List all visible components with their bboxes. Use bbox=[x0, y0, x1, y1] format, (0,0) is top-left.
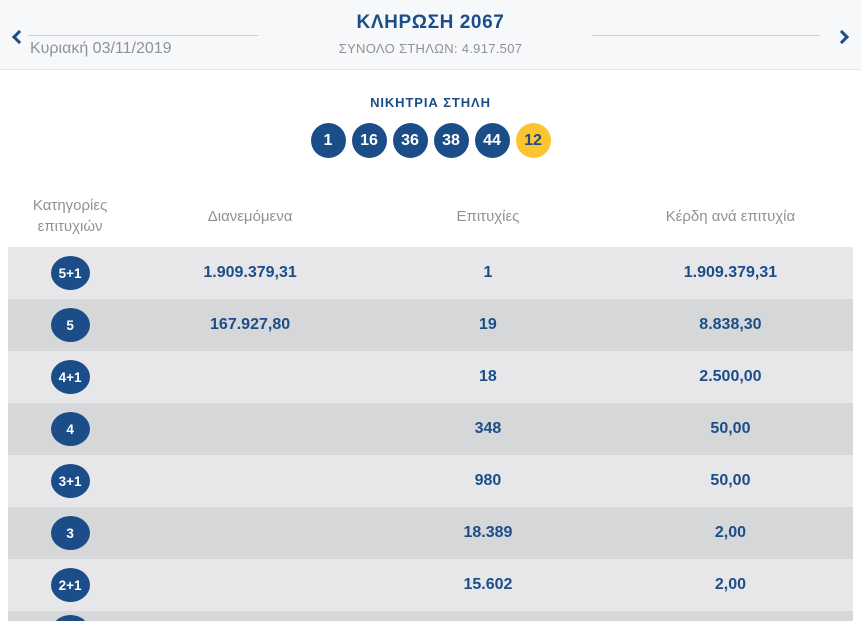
joker-number-ball: 12 bbox=[515, 123, 551, 158]
prize-cell: 8.838,30 bbox=[699, 316, 762, 333]
category-badge: 5+1 bbox=[50, 256, 90, 290]
table-row: 5+1 1.909.379,31 1 1.909.379,31 bbox=[8, 247, 853, 299]
winning-number-ball: 38 bbox=[433, 123, 469, 158]
wins-cell: 19 bbox=[479, 316, 497, 333]
category-cell: 4 bbox=[8, 403, 132, 455]
table-row: 3+1 980 50,00 bbox=[8, 455, 853, 507]
winning-numbers: 1 16 36 38 44 12 bbox=[0, 123, 861, 158]
category-badge bbox=[50, 615, 90, 621]
category-cell: 3+1 bbox=[8, 455, 132, 507]
category-badge: 4 bbox=[50, 412, 90, 446]
prize-table-body: 5+1 1.909.379,31 1 1.909.379,31 5 167.92… bbox=[8, 247, 853, 621]
winning-number-ball: 16 bbox=[351, 123, 387, 158]
table-row: 3 18.389 2,00 bbox=[8, 507, 853, 559]
prize-cell: 2,00 bbox=[714, 524, 747, 541]
draw-header: Κυριακή 03/11/2019 ΚΛΗΡΩΣΗ 2067 ΣΥΝΟΛΟ Σ… bbox=[0, 0, 861, 70]
prize-cell: 50,00 bbox=[710, 420, 751, 437]
wins-cell: 15.602 bbox=[463, 576, 513, 593]
table-row: 4+1 18 2.500,00 bbox=[8, 351, 853, 403]
prize-cell: 2.500,00 bbox=[699, 368, 762, 385]
category-cell: 4+1 bbox=[8, 351, 132, 403]
winning-number-ball: 1 bbox=[310, 123, 346, 158]
column-header-wins: Επιτυχίες bbox=[456, 207, 520, 225]
table-row: 2+1 15.602 2,00 bbox=[8, 559, 853, 611]
prize-cell: 1.909.379,31 bbox=[683, 264, 778, 281]
category-cell bbox=[8, 611, 132, 621]
column-header-categories-line1: Κατηγορίες bbox=[32, 197, 108, 214]
divider-line-right bbox=[592, 35, 820, 36]
prize-cell: 50,00 bbox=[710, 472, 751, 489]
prize-table: Κατηγορίες επιτυχιών Διανεμόμενα Επιτυχί… bbox=[8, 185, 853, 621]
column-header-distributed: Διανεμόμενα bbox=[207, 207, 293, 225]
table-row-partial bbox=[8, 611, 853, 621]
wins-cell: 348 bbox=[474, 420, 502, 437]
wins-cell: 980 bbox=[474, 472, 502, 489]
category-badge: 5 bbox=[50, 308, 90, 342]
category-badge: 2+1 bbox=[50, 568, 90, 602]
category-badge: 4+1 bbox=[50, 360, 90, 394]
column-header-prize-per-win: Κέρδη ανά επιτυχία bbox=[665, 207, 796, 225]
draw-title: ΚΛΗΡΩΣΗ 2067 bbox=[356, 12, 505, 33]
distributed-cell: 1.909.379,31 bbox=[203, 264, 297, 281]
category-badge: 3+1 bbox=[50, 464, 90, 498]
divider-line-left bbox=[28, 35, 258, 36]
draw-date: Κυριακή 03/11/2019 bbox=[30, 40, 172, 57]
winning-number-ball: 44 bbox=[474, 123, 510, 158]
category-badge: 3 bbox=[50, 516, 90, 550]
wins-cell: 18 bbox=[479, 368, 497, 385]
distributed-cell: 167.927,80 bbox=[210, 316, 291, 333]
table-row: 4 348 50,00 bbox=[8, 403, 853, 455]
category-cell: 5 bbox=[8, 299, 132, 351]
column-header-categories: Κατηγορίες επιτυχιών bbox=[8, 195, 132, 237]
category-cell: 2+1 bbox=[8, 559, 132, 611]
prize-table-header: Κατηγορίες επιτυχιών Διανεμόμενα Επιτυχί… bbox=[8, 185, 853, 247]
category-cell: 3 bbox=[8, 507, 132, 559]
table-row: 5 167.927,80 19 8.838,30 bbox=[8, 299, 853, 351]
wins-cell: 1 bbox=[483, 264, 493, 281]
wins-cell: 18.389 bbox=[463, 524, 513, 541]
column-header-categories-line2: επιτυχιών bbox=[37, 218, 103, 235]
winning-column-title: ΝΙΚΗΤΡΙΑ ΣΤΗΛΗ bbox=[370, 95, 491, 110]
chevron-right-icon bbox=[834, 29, 850, 45]
prize-cell: 2,00 bbox=[714, 576, 747, 593]
next-draw-button[interactable] bbox=[831, 24, 857, 50]
category-cell: 5+1 bbox=[8, 247, 132, 299]
winning-number-ball: 36 bbox=[392, 123, 428, 158]
total-columns-label: ΣΥΝΟΛΟ ΣΤΗΛΩΝ: 4.917.507 bbox=[338, 41, 523, 56]
